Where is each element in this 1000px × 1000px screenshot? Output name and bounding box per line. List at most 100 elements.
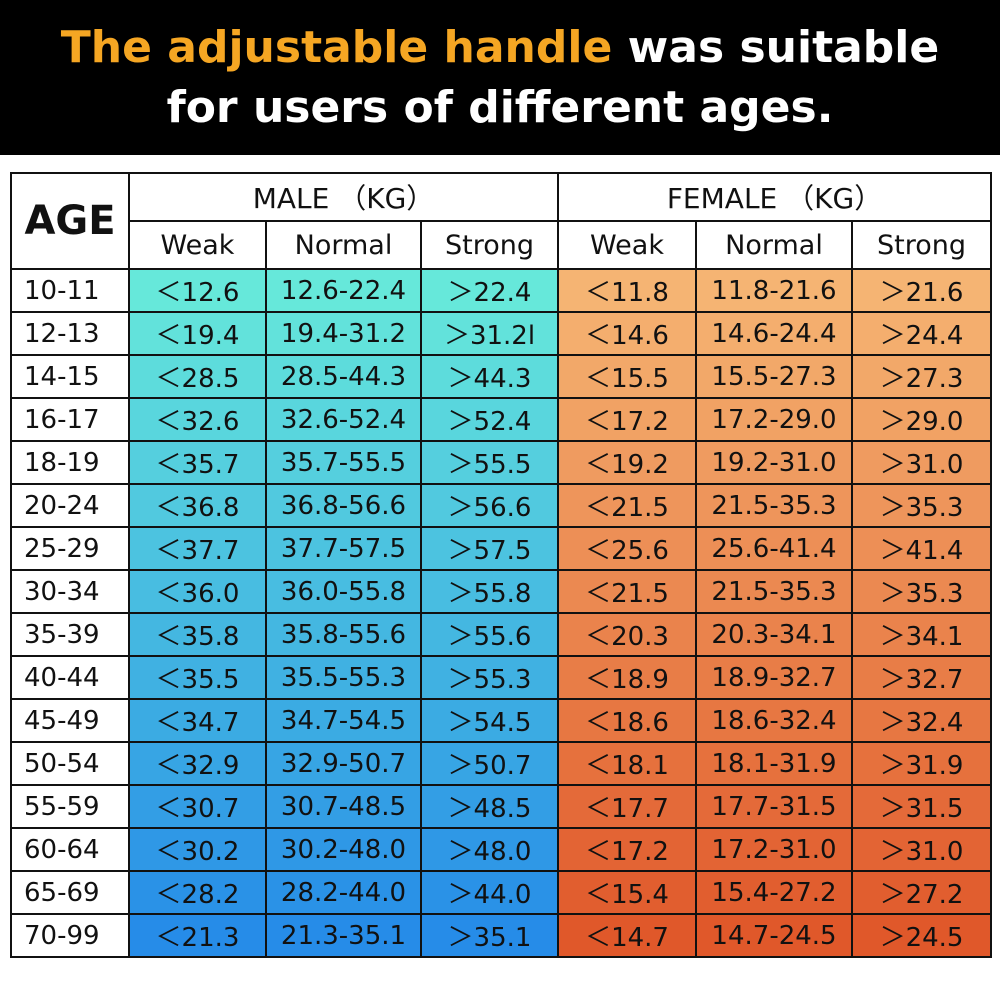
strength-table: AGE MALE （KG） FEMALE （KG） Weak Normal Strong W…: [10, 172, 993, 958]
female-cell: 21.5-35.3: [695, 483, 854, 528]
female-cell: 21.5-35.3: [695, 569, 854, 614]
sub-header: Weak: [557, 220, 698, 270]
male-cell: 35.5-55.3: [265, 655, 422, 700]
age-cell: 20-24: [10, 483, 130, 528]
sub-header: Weak: [128, 220, 267, 270]
male-cell: 32.9-50.7: [265, 741, 422, 786]
male-cell: 21.3-35.1: [265, 913, 422, 958]
title-text: was suitable: [627, 22, 940, 73]
female-cell: ＞35.3: [851, 569, 993, 614]
female-cell: ＜20.3: [557, 612, 698, 657]
male-cell: ＜28.5: [128, 354, 267, 399]
male-cell: ＜30.2: [128, 827, 267, 872]
female-cell: 18.6-32.4: [695, 698, 854, 743]
male-cell: ＞52.4: [419, 397, 560, 442]
female-cell: ＜14.7: [557, 913, 698, 958]
male-cell: ＜32.6: [128, 397, 267, 442]
male-cell: ＞31.2l: [419, 311, 560, 356]
female-cell: ＞32.7: [851, 655, 993, 700]
female-cell: 18.1-31.9: [695, 741, 854, 786]
female-cell: ＞21.6: [851, 268, 993, 313]
male-cell: ＞48.0: [419, 827, 560, 872]
male-cell: ＞55.3: [419, 655, 560, 700]
male-cell: ＜35.8: [128, 612, 267, 657]
male-cell: ＜37.7: [128, 526, 267, 571]
female-cell: ＞31.5: [851, 784, 993, 829]
male-cell: 12.6-22.4: [265, 268, 422, 313]
male-cell: ＞57.5: [419, 526, 560, 571]
male-cell: ＞54.5: [419, 698, 560, 743]
age-cell: 35-39: [10, 612, 130, 657]
age-cell: 10-11: [10, 268, 130, 313]
male-cell: ＜28.2: [128, 870, 267, 915]
female-cell: ＞27.2: [851, 870, 993, 915]
male-cell: 30.2-48.0: [265, 827, 422, 872]
age-cell: 50-54: [10, 741, 130, 786]
female-cell: 15.5-27.3: [695, 354, 854, 399]
title-highlight: The adjustable handle: [60, 22, 613, 73]
female-cell: 11.8-21.6: [695, 268, 854, 313]
age-cell: 60-64: [10, 827, 130, 872]
male-cell: ＜35.7: [128, 440, 267, 485]
female-cell: ＞31.0: [851, 440, 993, 485]
male-cell: 30.7-48.5: [265, 784, 422, 829]
female-cell: ＜18.6: [557, 698, 698, 743]
sub-header: Strong: [851, 220, 993, 270]
male-cell: ＜36.0: [128, 569, 267, 614]
male-cell: ＜35.5: [128, 655, 267, 700]
female-cell: ＜15.5: [557, 354, 698, 399]
male-cell: 32.6-52.4: [265, 397, 422, 442]
female-cell: ＞32.4: [851, 698, 993, 743]
male-cell: ＜19.4: [128, 311, 267, 356]
male-cell: ＞50.7: [419, 741, 560, 786]
female-cell: ＞34.1: [851, 612, 993, 657]
male-cell: 28.5-44.3: [265, 354, 422, 399]
title-banner: The adjustable handle was suitable for u…: [0, 0, 1000, 155]
age-cell: 25-29: [10, 526, 130, 571]
female-cell: ＜17.2: [557, 397, 698, 442]
female-cell: ＞29.0: [851, 397, 993, 442]
age-cell: 14-15: [10, 354, 130, 399]
male-cell: ＞44.0: [419, 870, 560, 915]
age-cell: 18-19: [10, 440, 130, 485]
female-cell: ＜18.9: [557, 655, 698, 700]
female-cell: ＞31.9: [851, 741, 993, 786]
male-cell: 28.2-44.0: [265, 870, 422, 915]
male-cell: 34.7-54.5: [265, 698, 422, 743]
female-cell: 17.2-31.0: [695, 827, 854, 872]
age-cell: 16-17: [10, 397, 130, 442]
group-header: MALE （KG）: [127, 172, 560, 222]
male-cell: 19.4-31.2: [265, 311, 422, 356]
male-cell: ＞55.6: [419, 612, 560, 657]
female-cell: ＞24.4: [851, 311, 993, 356]
male-cell: ＞35.1: [419, 913, 560, 958]
male-cell: ＞56.6: [419, 483, 560, 528]
age-cell: 45-49: [10, 698, 130, 743]
male-cell: ＞55.8: [419, 569, 560, 614]
sub-header: Normal: [695, 220, 854, 270]
age-cell: 55-59: [10, 784, 130, 829]
female-cell: ＜15.4: [557, 870, 698, 915]
female-cell: ＜14.6: [557, 311, 698, 356]
female-cell: ＜17.7: [557, 784, 698, 829]
group-header: FEMALE （KG）: [557, 172, 993, 222]
female-cell: ＜17.2: [557, 827, 698, 872]
male-cell: ＞22.4: [419, 268, 560, 313]
age-cell: 70-99: [10, 913, 130, 958]
sub-header: Normal: [265, 220, 422, 270]
age-cell: 40-44: [10, 655, 130, 700]
female-cell: ＞24.5: [851, 913, 993, 958]
female-cell: ＜18.1: [557, 741, 698, 786]
female-cell: 20.3-34.1: [695, 612, 854, 657]
female-cell: 17.7-31.5: [695, 784, 854, 829]
age-cell: 30-34: [10, 569, 130, 614]
female-cell: ＞35.3: [851, 483, 993, 528]
female-cell: 18.9-32.7: [695, 655, 854, 700]
female-cell: 15.4-27.2: [695, 870, 854, 915]
female-cell: ＞31.0: [851, 827, 993, 872]
male-cell: 36.0-55.8: [265, 569, 422, 614]
male-cell: ＜12.6: [128, 268, 267, 313]
title-line: The adjustable handle was suitable: [0, 18, 1000, 78]
male-cell: 37.7-57.5: [265, 526, 422, 571]
